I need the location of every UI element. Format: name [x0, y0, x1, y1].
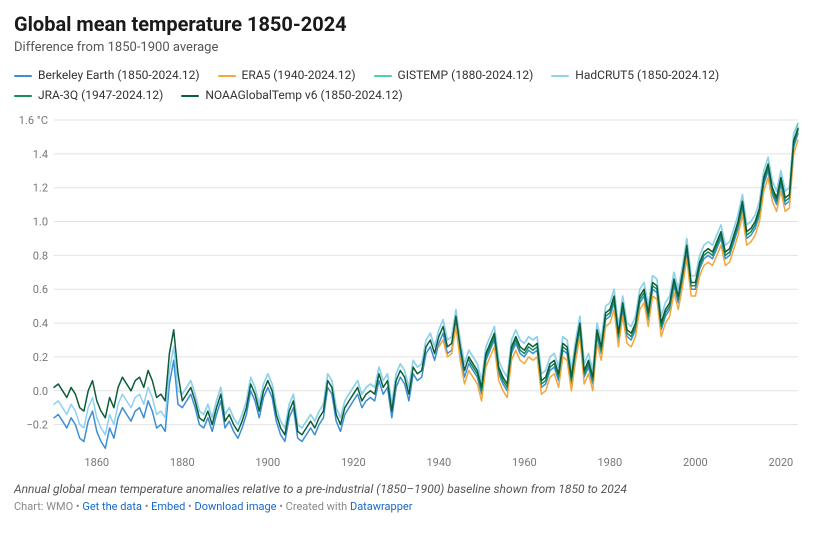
- y-tick: 0.4: [33, 317, 798, 330]
- legend-item-noaa: NOAAGlobalTemp v6 (1850-2024.12): [181, 85, 402, 105]
- legend-label: GISTEMP (1880-2024.12): [398, 68, 534, 82]
- chart-subtitle: Difference from 1850-1900 average: [14, 40, 806, 55]
- series-gistemp: [182, 123, 798, 428]
- chart-footer: Chart: WMO • Get the data • Embed • Down…: [14, 500, 806, 513]
- embed-link[interactable]: Embed: [151, 500, 185, 513]
- legend-item-berkeley: Berkeley Earth (1850-2024.12): [14, 65, 200, 85]
- y-tick: −0.2: [26, 418, 798, 431]
- svg-text:0.0: 0.0: [33, 385, 48, 398]
- y-tick: 1.2: [33, 181, 798, 194]
- get-data-link[interactable]: Get the data: [82, 500, 142, 513]
- y-tick: 1.6 °C: [19, 114, 798, 127]
- legend-label: HadCRUT5 (1850-2024.12): [575, 68, 719, 82]
- x-tick: 1980: [597, 456, 622, 469]
- chart-area: −0.2 0.0 0.2 0.4 0.6 0.8 1.0 1.2 1.4 1.6 °C 1860 18…: [14, 112, 806, 472]
- svg-text:0.4: 0.4: [33, 317, 48, 330]
- legend-label: ERA5 (1940-2024.12): [242, 68, 356, 82]
- series-era5: [439, 140, 798, 401]
- legend-label: JRA-3Q (1947-2024.12): [38, 88, 163, 102]
- svg-text:0.2: 0.2: [33, 351, 48, 364]
- series-jra3q: [469, 130, 798, 391]
- legend-item-era5: ERA5 (1940-2024.12): [218, 65, 356, 85]
- credit-value: WMO: [46, 500, 73, 513]
- svg-text:0.8: 0.8: [33, 249, 48, 262]
- y-tick: 1.0: [33, 215, 798, 228]
- chart-title: Global mean temperature 1850-2024: [14, 12, 806, 36]
- legend-swatch: [14, 75, 32, 77]
- svg-text:1.6 °C: 1.6 °C: [19, 114, 48, 127]
- legend-swatch: [14, 95, 32, 97]
- legend-swatch: [374, 75, 392, 77]
- datawrapper-link[interactable]: Datawrapper: [350, 500, 412, 513]
- legend-item-gistemp: GISTEMP (1880-2024.12): [374, 65, 534, 85]
- svg-text:1.2: 1.2: [33, 181, 48, 194]
- made-with-label: Created with: [286, 500, 348, 513]
- legend-item-hadcrut: HadCRUT5 (1850-2024.12): [551, 65, 719, 85]
- legend-swatch: [181, 95, 199, 97]
- download-image-link[interactable]: Download image: [194, 500, 276, 513]
- x-tick: 2020: [769, 456, 794, 469]
- y-tick: 0.2: [33, 351, 798, 364]
- chart-note: Annual global mean temperature anomalies…: [14, 482, 806, 496]
- credit-label: Chart:: [14, 500, 43, 513]
- x-tick: 1920: [341, 456, 366, 469]
- svg-text:1.0: 1.0: [33, 215, 48, 228]
- legend-item-jra3q: JRA-3Q (1947-2024.12): [14, 85, 163, 105]
- x-tick: 1900: [255, 456, 280, 469]
- legend: Berkeley Earth (1850-2024.12) ERA5 (1940-…: [14, 65, 806, 106]
- legend-swatch: [551, 75, 569, 77]
- legend-label: Berkeley Earth (1850-2024.12): [38, 68, 200, 82]
- legend-label: NOAAGlobalTemp v6 (1850-2024.12): [205, 88, 402, 102]
- series-noaa: [54, 128, 798, 434]
- svg-text:1.4: 1.4: [33, 148, 48, 161]
- x-tick: 2000: [683, 456, 708, 469]
- svg-text:0.6: 0.6: [33, 283, 48, 296]
- svg-text:−0.2: −0.2: [26, 418, 48, 431]
- y-tick: 1.4: [33, 148, 798, 161]
- x-tick: 1960: [512, 456, 537, 469]
- x-tick: 1880: [170, 456, 195, 469]
- x-tick: 1940: [426, 456, 451, 469]
- legend-swatch: [218, 75, 236, 77]
- x-tick: 1860: [84, 456, 109, 469]
